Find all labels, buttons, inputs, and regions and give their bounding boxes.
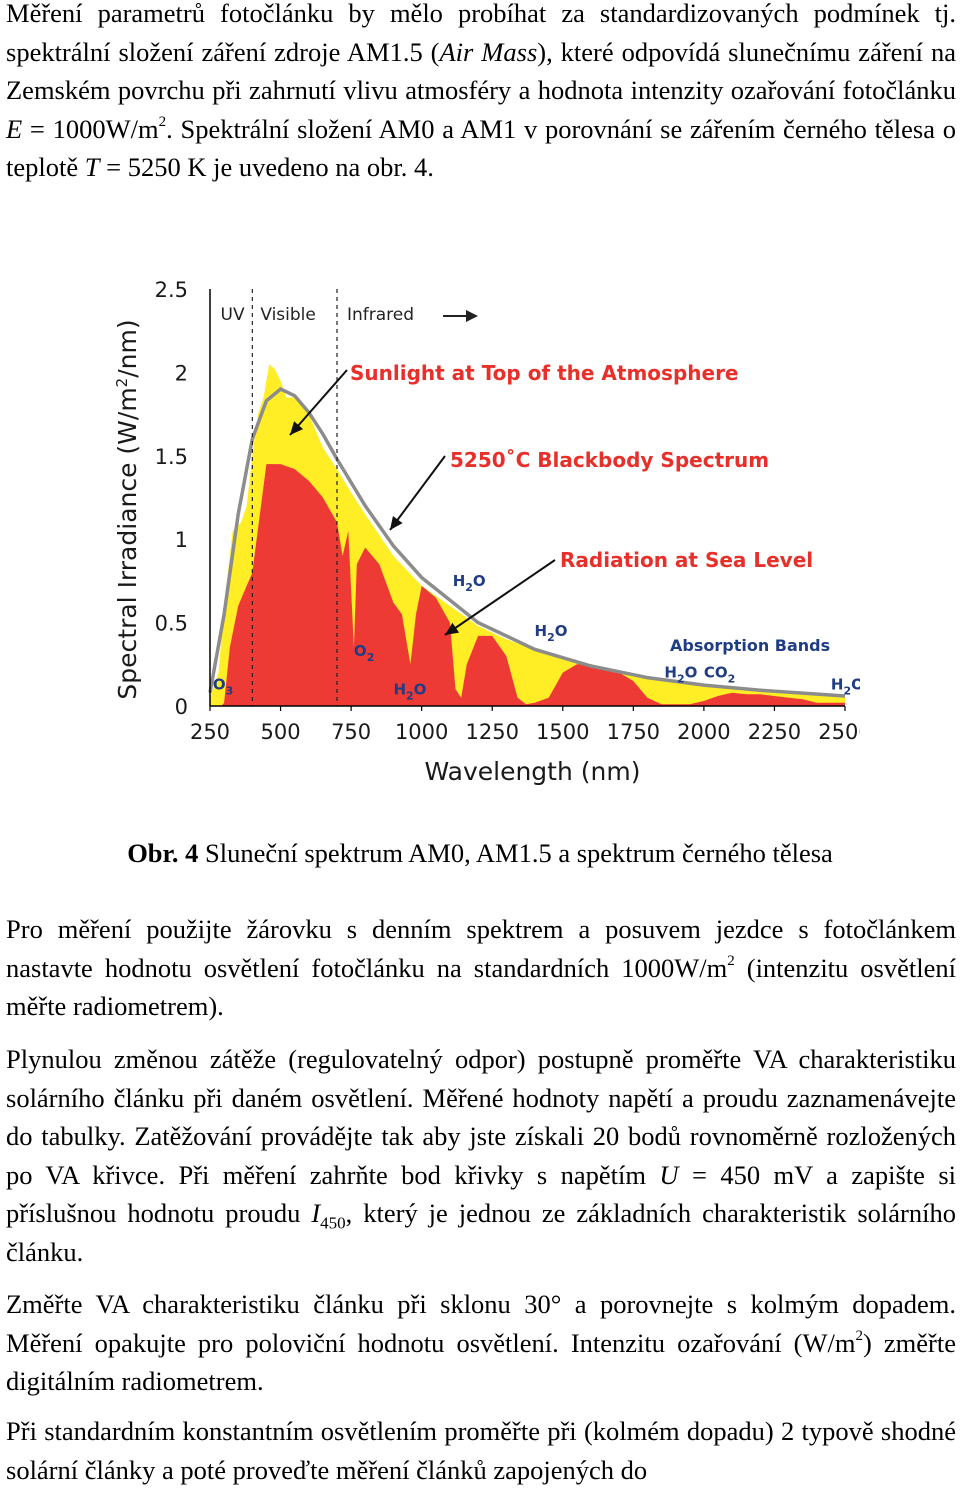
text: Pro měření použijte žárovku s denním spe…: [6, 914, 956, 983]
absorber-subscript: 2: [677, 673, 685, 686]
x-tick-label: 1250: [465, 720, 518, 744]
absorber-subscript: 3: [226, 684, 234, 697]
absorber-subscript: 2: [843, 684, 851, 697]
text-italic: Air Mass: [439, 36, 538, 67]
y-tick-label: 0: [175, 695, 188, 719]
text: Měření parametrů fotočlánku by mělo prob…: [6, 0, 956, 67]
y-axis-title-part: /nm): [113, 319, 142, 377]
absorber-label: H2O: [393, 680, 426, 702]
text: = 450 mV a zapište si příslušnou hodnotu…: [6, 1159, 956, 1229]
symbol-I: I: [311, 1198, 321, 1228]
y-tick-label: 0.5: [155, 612, 188, 636]
paragraph-lamp: Pro měření použijte žárovku s denním spe…: [6, 910, 956, 1026]
absorber-label: H2O: [664, 664, 697, 686]
text: . Spektrální složení AM0 a AM1 v porovná…: [6, 113, 956, 183]
absorber-subscript: 2: [547, 631, 555, 644]
region-label-uv: UV: [221, 305, 245, 325]
arrow-top-of-atmosphere: [289, 369, 348, 436]
symbol-T: T: [84, 152, 100, 182]
paragraph-tilt: Změřte VA charakteristiku článku při skl…: [6, 1285, 956, 1401]
y-axis-title: Spectral Irradiance (W/m2/nm): [113, 319, 142, 699]
absorber-symbol: O: [473, 572, 486, 590]
infrared-arrow-head-icon: [466, 310, 478, 322]
subscript: 450: [320, 1213, 346, 1233]
annotation-absorption-bands: Absorption Bands: [670, 636, 830, 655]
region-label-infrared: Infrared: [347, 305, 414, 325]
paragraph-va-measurement: Plynulou změnou zátěže (regulovatelný od…: [6, 1040, 956, 1271]
x-tick-label: 1000: [395, 720, 448, 744]
absorber-symbol: H: [453, 572, 466, 590]
text: (intenzitu osvětlení měřte radiometrem).: [6, 952, 956, 1022]
text: , který je jednou ze základních charakte…: [6, 1198, 956, 1267]
absorber-subscript: 2: [465, 581, 473, 594]
absorber-symbol: O: [213, 675, 226, 693]
x-tick-label: 2000: [677, 720, 730, 744]
absorber-label: O3: [213, 675, 233, 697]
y-tick-label: 1.5: [155, 445, 188, 469]
arrow-sea-level: [444, 559, 556, 636]
text: ), které odpovídá slunečnímu záření na Z…: [6, 36, 956, 106]
caption-label: Obr. 4: [127, 838, 199, 868]
symbol-E: E: [6, 113, 23, 144]
x-tick-label: 2250: [748, 720, 801, 744]
absorber-symbol: O: [555, 622, 568, 640]
x-tick-label: 1750: [607, 720, 660, 744]
absorber-label: CO2: [704, 664, 735, 686]
absorber-symbol: H: [535, 622, 548, 640]
text: = 1000W/m: [22, 113, 159, 144]
absorber-symbol: O: [851, 675, 860, 693]
caption-text: Sluneční spektrum AM0, AM1.5 a spektrum …: [198, 838, 833, 868]
text: Při standardním konstantním osvětlením p…: [6, 1416, 956, 1485]
symbol-U: U: [659, 1159, 679, 1190]
absorber-symbol: H: [393, 680, 406, 698]
superscript: 2: [727, 952, 735, 969]
absorber-label: H2O: [453, 572, 486, 594]
text: ) změřte digitálním radiometrem.: [6, 1327, 956, 1397]
absorber-subscript: 2: [367, 651, 375, 664]
superscript: 2: [855, 1327, 863, 1344]
region-label-visible: Visible: [260, 305, 316, 325]
absorber-subscript: 2: [728, 673, 736, 686]
absorber-symbol: H: [831, 675, 844, 693]
absorber-symbol: CO: [704, 664, 728, 682]
y-tick-label: 2: [175, 361, 188, 385]
series-blackbody: [208, 387, 846, 698]
absorber-symbol: O: [685, 664, 698, 682]
absorber-label: H2O: [535, 622, 568, 644]
y-tick-label: 2.5: [155, 278, 188, 302]
x-tick-label: 250: [190, 720, 230, 744]
x-axis-title: Wavelength (nm): [425, 757, 641, 786]
arrow-sea-level-head: [445, 622, 460, 635]
y-axis-title-part: Spectral Irradiance (W/m: [113, 387, 142, 699]
x-tick-label: 750: [331, 720, 371, 744]
absorber-symbol: H: [664, 664, 677, 682]
annotation-blackbody: 5250˚C Blackbody Spectrum: [450, 448, 769, 472]
arrow-top-of-atmosphere-head: [290, 421, 304, 435]
absorber-label: O2: [354, 642, 374, 664]
annotation-sea-level: Radiation at Sea Level: [560, 548, 813, 572]
superscript: 2: [158, 113, 167, 130]
paragraph-intro: Měření parametrů fotočlánku by mělo prob…: [6, 0, 956, 187]
arrow-blackbody: [389, 455, 446, 531]
text: Změřte VA charakteristiku článku při skl…: [6, 1289, 956, 1358]
text: Plynulou změnou zátěže (regulovatelný od…: [6, 1044, 956, 1190]
y-tick-label: 1: [175, 528, 188, 552]
paragraph-two-cells: Při standardním konstantním osvětlením p…: [6, 1412, 956, 1489]
absorber-symbol: O: [354, 642, 367, 660]
series-sea-level: [210, 464, 845, 706]
y-axis-title-superscript: 2: [113, 378, 131, 388]
arrow-blackbody-head: [390, 515, 403, 530]
figure-caption: Obr. 4 Sluneční spektrum AM0, AM1.5 a sp…: [0, 838, 960, 869]
absorber-symbol: O: [414, 680, 427, 698]
x-tick-label: 1500: [536, 720, 589, 744]
x-tick-label: 500: [261, 720, 301, 744]
text: = 5250 K je uvedeno na obr. 4.: [99, 152, 434, 182]
absorber-subscript: 2: [406, 689, 414, 702]
annotation-top-of-atmosphere: Sunlight at Top of the Atmosphere: [350, 361, 739, 385]
